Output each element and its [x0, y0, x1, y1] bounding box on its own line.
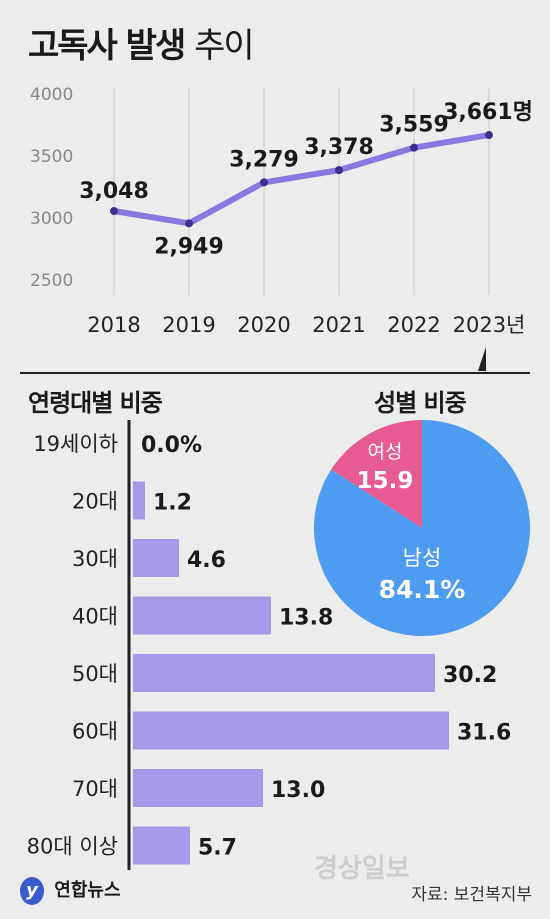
bar-category-label: 19세이하 [33, 432, 118, 456]
data-point [335, 166, 343, 175]
title-main: 고독사 발생 [28, 26, 186, 66]
yonhap-logo: y 연합뉴스 [20, 876, 121, 905]
data-label: 2,949 [154, 234, 224, 259]
x-tick-label: 2019 [162, 313, 215, 337]
pie-label-male: 남성 [403, 546, 442, 570]
bar [133, 539, 179, 577]
bar-category-label: 60대 [72, 720, 118, 744]
x-tick-label: 2021 [312, 313, 365, 337]
line-chart: 4000 3500 3000 2500 2018 2019 2020 2021 2022 2023… [30, 85, 533, 337]
bar [133, 711, 449, 750]
bar-value-label: 13.0 [271, 778, 325, 803]
bar-category-label: 40대 [72, 605, 118, 629]
data-label: 3,378 [304, 135, 374, 160]
bar-value-label: 4.6 [187, 548, 226, 573]
logo-mark-icon: y [20, 877, 44, 905]
watermark: 경상일보 [314, 854, 410, 884]
line-series [111, 132, 492, 227]
y-tick-label: 3500 [30, 147, 73, 167]
data-label: 3,559 [379, 113, 449, 138]
pie-value-female: 15.9 [357, 468, 414, 494]
data-point [110, 207, 118, 216]
gender-chart-title: 성별 비중 [374, 389, 467, 417]
data-label: 3,279 [229, 147, 299, 172]
data-point [485, 131, 493, 140]
bar-value-label: 5.7 [198, 836, 237, 861]
pie-label-female: 여성 [368, 441, 403, 463]
pie-slice-female [331, 420, 422, 528]
bar [133, 596, 271, 635]
data-point [185, 219, 193, 228]
y-tick-label: 3000 [30, 209, 73, 229]
x-tick-label: 2023년 [453, 313, 526, 337]
data-label: 3,661명 [443, 100, 533, 125]
bar-category-label: 30대 [72, 547, 118, 571]
data-point [410, 143, 418, 152]
year-marker [478, 347, 486, 371]
bar-category-label: 80대 이상 [27, 835, 118, 859]
bar [133, 654, 435, 692]
pie-slice-male [314, 420, 531, 636]
bar-value-label: 1.2 [153, 491, 192, 516]
section-divider [20, 372, 530, 374]
page-title: 고독사 발생 추이 [28, 18, 255, 67]
y-tick-label: 2500 [30, 271, 73, 291]
bar [133, 481, 145, 520]
bar [133, 769, 263, 807]
x-tick-label: 2018 [87, 313, 140, 337]
data-label: 3,048 [79, 179, 149, 204]
bar-category-label: 50대 [72, 662, 118, 686]
pie-value-male: 84.1% [379, 575, 466, 604]
x-tick-label: 2020 [237, 313, 290, 337]
source-note: 자료: 보건복지부 [411, 885, 532, 905]
age-chart-title: 연령대별 비중 [28, 389, 163, 417]
bar-value-label: 13.8 [279, 606, 333, 631]
bar-category-label: 70대 [72, 777, 118, 801]
data-point [260, 178, 268, 187]
bar-value-label: 0.0% [141, 433, 202, 458]
x-tick-label: 2022 [387, 313, 440, 337]
bar [133, 826, 190, 865]
bar-category-label: 20대 [72, 490, 118, 514]
age-bar-chart: 19세이하 0.0% 20대 1.2 30대 4.6 40대 13.8 50대 30.2 60대 31… [27, 420, 511, 870]
title-sub: 추이 [194, 26, 255, 66]
gender-pie-chart: 여성 15.9 남성 84.1% [314, 420, 531, 636]
bar-value-label: 31.6 [457, 721, 511, 746]
y-tick-label: 4000 [30, 85, 73, 105]
logo-text: 연합뉴스 [54, 880, 121, 901]
bar-value-label: 30.2 [443, 663, 497, 688]
